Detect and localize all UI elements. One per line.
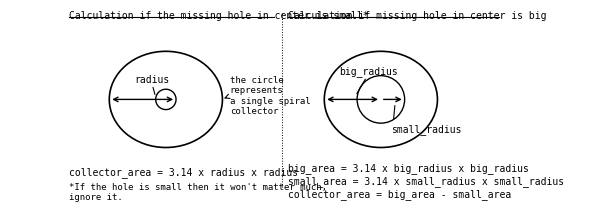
Text: small_radius: small_radius [391, 124, 461, 135]
Text: Calculation if the missing hole in center is small*: Calculation if the missing hole in cente… [68, 11, 368, 21]
Text: *If the hole is small then it won't matter much,
ignore it.: *If the hole is small then it won't matt… [68, 182, 326, 201]
Text: big_area = 3.14 x big_radius x big_radius: big_area = 3.14 x big_radius x big_radiu… [288, 162, 529, 173]
Text: big_radius: big_radius [339, 66, 398, 76]
Text: radius: radius [134, 74, 169, 84]
Text: small_area = 3.14 x small_radius x small_radius: small_area = 3.14 x small_radius x small… [288, 175, 563, 186]
Text: collector_area = 3.14 x radius x radius: collector_area = 3.14 x radius x radius [68, 166, 298, 177]
Text: collector_area = big_area - small_area: collector_area = big_area - small_area [288, 188, 511, 199]
Text: Calculation if missing hole in center is big: Calculation if missing hole in center is… [288, 11, 546, 21]
Text: the circle
represents
a single spiral
collector: the circle represents a single spiral co… [230, 75, 310, 115]
